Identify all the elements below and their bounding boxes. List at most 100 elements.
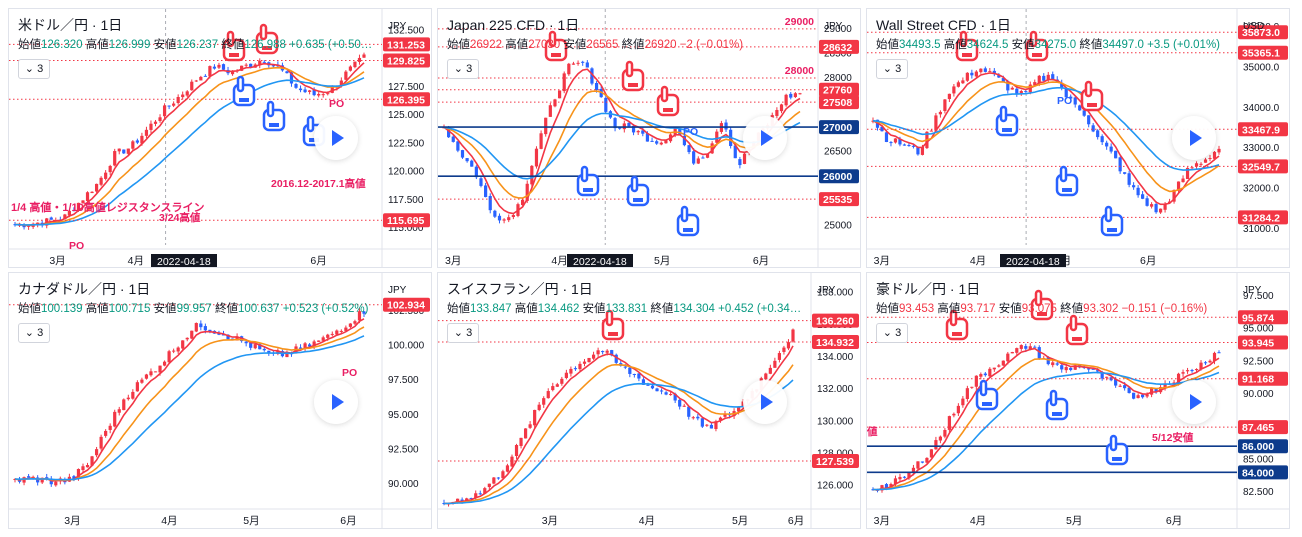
change-value: +0.452 (+0.34…: [718, 303, 802, 315]
chart-panel-cadjpy[interactable]: 102.500100.00097.50095.00092.50090.00010…: [8, 272, 432, 529]
price-tag: [819, 82, 859, 97]
candle-body: [362, 54, 366, 58]
candle-body: [961, 80, 965, 84]
chart-canvas[interactable]: 2900028500280002750027000265002600025500…: [438, 9, 861, 268]
candle-body: [723, 413, 727, 417]
candle-body: [956, 405, 960, 414]
close-value: 26920: [644, 39, 677, 51]
pointing-hand-icon[interactable]: [1105, 434, 1129, 466]
pointing-hand-icon[interactable]: [576, 165, 600, 197]
pointing-hand-icon[interactable]: [601, 309, 625, 341]
chart-panel-chfjpy[interactable]: 138.000136.000134.000132.000130.000128.0…: [437, 272, 861, 529]
sticky-note-icon[interactable]: [945, 309, 969, 341]
indicator-toggle-button[interactable]: ⌄ 3: [876, 59, 908, 79]
chart-annotation: 3/24高値: [159, 211, 201, 224]
sticky-note-icon[interactable]: [955, 30, 979, 62]
indicator-toggle-button[interactable]: ⌄ 3: [18, 59, 50, 79]
low-label: 安値: [998, 303, 1022, 315]
chart-canvas[interactable]: 97.50095.00092.50090.00087.50085.00082.5…: [867, 273, 1290, 529]
sticky-note-icon[interactable]: [621, 60, 645, 92]
chart-title: Japan 225 CFD · 1日: [447, 17, 580, 33]
low-value: 93.075: [1021, 303, 1057, 315]
candle-body: [470, 160, 474, 167]
pointing-hand-icon[interactable]: [676, 205, 700, 237]
indicator-toggle-button[interactable]: ⌄ 3: [18, 323, 50, 343]
low-value: 133.831: [605, 303, 648, 315]
play-icon[interactable]: [1172, 116, 1216, 160]
chart-title: スイスフラン／円 · 1日: [447, 281, 593, 297]
play-icon[interactable]: [1172, 380, 1216, 424]
pointing-hand-icon[interactable]: [975, 379, 999, 411]
pointing-hand-icon[interactable]: [995, 105, 1019, 137]
candle-body: [321, 94, 325, 96]
chart-canvas[interactable]: 138.000136.000134.000132.000130.000128.0…: [438, 273, 861, 529]
candle-body: [221, 64, 226, 70]
pointing-hand-icon[interactable]: [656, 85, 680, 117]
high-label: 高値: [943, 39, 967, 51]
pointing-hand-icon[interactable]: [255, 23, 279, 55]
y-tick-label: 92.500: [388, 445, 419, 456]
pointing-hand-icon[interactable]: [1100, 205, 1124, 237]
indicator-toggle-button[interactable]: ⌄ 3: [447, 323, 479, 343]
candle-body: [1123, 385, 1127, 389]
candle-body: [1001, 78, 1005, 82]
candle-body: [664, 140, 668, 144]
candle-body: [1199, 362, 1203, 369]
candle-body: [544, 117, 548, 135]
low-label: 安値: [1011, 39, 1035, 51]
play-icon[interactable]: [743, 380, 787, 424]
chart-canvas[interactable]: 36000.035000.034000.033000.032000.031000…: [867, 9, 1290, 268]
candle-body: [1069, 367, 1073, 371]
play-icon[interactable]: [314, 116, 358, 160]
sticky-note-icon[interactable]: [1065, 314, 1089, 346]
candle-body: [983, 373, 987, 376]
y-tick-label: 26500: [824, 147, 852, 158]
candle-body: [172, 103, 176, 106]
chart-canvas[interactable]: 102.500100.00097.50095.00092.50090.00010…: [9, 273, 432, 529]
candle-body: [1185, 167, 1190, 180]
sticky-note-icon[interactable]: [1080, 80, 1104, 112]
candle-body: [614, 354, 618, 363]
sticky-note-icon[interactable]: [1045, 389, 1069, 421]
chevron-down-icon: ⌄: [453, 327, 467, 339]
pointing-hand-icon[interactable]: [1030, 289, 1054, 321]
price-tag: [1238, 25, 1288, 40]
sticky-note-icon[interactable]: [222, 30, 246, 62]
pointing-hand-icon[interactable]: [232, 75, 256, 107]
candle-body: [26, 476, 31, 478]
candle-body: [632, 373, 636, 375]
candle-body: [1194, 163, 1199, 167]
indicator-toggle-button[interactable]: ⌄ 3: [447, 59, 479, 79]
candle-body: [131, 391, 135, 399]
chart-panel-wallstreet[interactable]: 36000.035000.034000.033000.032000.031000…: [866, 8, 1290, 268]
candle-body: [108, 425, 112, 430]
y-tick-label: 32000.0: [1243, 184, 1280, 195]
chart-panel-audjpy[interactable]: 97.50095.00092.50090.00087.50085.00082.5…: [866, 272, 1290, 529]
chart-panel-japan225[interactable]: 2900028500280002750027000265002600025500…: [437, 8, 861, 268]
chart-canvas[interactable]: 132.500130.000127.500125.000122.500120.0…: [9, 9, 432, 268]
high-value: 134.462: [537, 303, 580, 315]
sticky-note-icon[interactable]: [626, 175, 650, 207]
candle-body: [1149, 204, 1154, 207]
sticky-note-icon[interactable]: [544, 30, 568, 62]
candle-body: [669, 394, 673, 396]
sticky-note-icon[interactable]: [262, 100, 286, 132]
candle-body: [1051, 74, 1055, 80]
candle-body: [1064, 367, 1068, 371]
candle-body: [153, 121, 158, 124]
candle-body: [641, 130, 645, 134]
candle-body: [678, 399, 682, 407]
play-icon[interactable]: [743, 116, 787, 160]
chart-panel-usdjpy[interactable]: 132.500130.000127.500125.000122.500120.0…: [8, 8, 432, 268]
play-icon[interactable]: [314, 380, 358, 424]
indicator-toggle-button[interactable]: ⌄ 3: [876, 323, 908, 343]
high-label: 高値: [85, 39, 109, 51]
candle-body: [641, 379, 646, 385]
candle-body: [1114, 150, 1118, 159]
candle-body: [122, 149, 126, 154]
sticky-note-icon[interactable]: [1055, 165, 1079, 197]
candle-body: [573, 368, 578, 370]
pointing-hand-icon[interactable]: [1025, 30, 1049, 62]
price-tag-label: 27508: [823, 97, 852, 109]
candle-body: [135, 140, 139, 143]
